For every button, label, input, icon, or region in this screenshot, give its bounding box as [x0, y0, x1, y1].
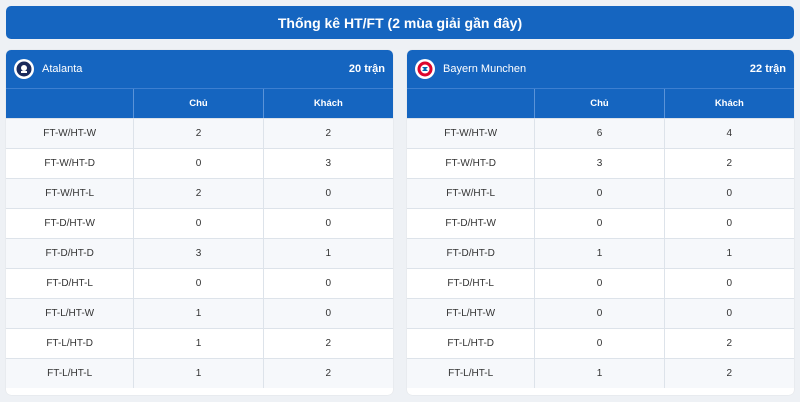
- row-label: FT-W/HT-W: [444, 128, 498, 139]
- away-value: 2: [262, 329, 393, 358]
- stats-table: FT-W/HT-W 6 4 FT-W/HT-D 3 2 FT-W/HT-L 0 0 FT-D/HT…: [407, 118, 794, 388]
- team-name: Bayern Munchen: [443, 63, 527, 75]
- column-away: Khách: [262, 89, 393, 118]
- row-label: FT-W/HT-L: [446, 188, 496, 199]
- away-value: 2: [663, 329, 794, 358]
- row-label: FT-L/HT-D: [46, 338, 93, 349]
- row-label: FT-D/HT-W: [445, 218, 496, 229]
- row-label: FT-L/HT-W: [45, 308, 95, 319]
- home-value: 0: [133, 269, 262, 298]
- table-row: FT-D/HT-D 3 1: [6, 238, 393, 268]
- away-value: 0: [262, 179, 393, 208]
- match-count: 22 trận: [749, 63, 786, 75]
- home-value: 2: [133, 119, 262, 148]
- table-row: FT-D/HT-L 0 0: [407, 268, 794, 298]
- column-header: Chủ Khách: [6, 88, 393, 118]
- table-row: FT-D/HT-L 0 0: [6, 268, 393, 298]
- table-row: FT-L/HT-D 1 2: [6, 328, 393, 358]
- table-row: FT-D/HT-W 0 0: [407, 208, 794, 238]
- table-row: FT-D/HT-D 1 1: [407, 238, 794, 268]
- team-panel-bayern: Bayern Munchen 22 trận Chủ Khách FT-W/HT…: [407, 50, 794, 395]
- away-value: 3: [262, 149, 393, 178]
- home-value: 3: [534, 149, 663, 178]
- row-label: FT-D/HT-D: [446, 248, 495, 259]
- team-panel-atalanta: Atalanta 20 trận Chủ Khách FT-W/HT-W 2 2 FT…: [6, 50, 393, 395]
- away-value: 0: [663, 299, 794, 328]
- team-header: Bayern Munchen 22 trận: [407, 50, 794, 88]
- away-value: 2: [262, 359, 393, 388]
- table-row: FT-L/HT-D 0 2: [407, 328, 794, 358]
- home-value: 2: [133, 179, 262, 208]
- row-label: FT-L/HT-L: [448, 368, 494, 379]
- table-row: FT-W/HT-D 3 2: [407, 148, 794, 178]
- table-row: FT-D/HT-W 0 0: [6, 208, 393, 238]
- row-label: FT-L/HT-W: [446, 308, 496, 319]
- table-row: FT-W/HT-L 0 0: [407, 178, 794, 208]
- row-label: FT-D/HT-L: [46, 278, 93, 289]
- away-value: 0: [663, 269, 794, 298]
- home-value: 3: [133, 239, 262, 268]
- row-label: FT-W/HT-D: [445, 158, 496, 169]
- stats-table: FT-W/HT-W 2 2 FT-W/HT-D 0 3 FT-W/HT-L 2 0 FT-D/HT…: [6, 118, 393, 388]
- table-row: FT-W/HT-D 0 3: [6, 148, 393, 178]
- home-value: 0: [534, 299, 663, 328]
- atalanta-logo-icon: [14, 59, 34, 79]
- team-name: Atalanta: [42, 63, 83, 75]
- away-value: 1: [663, 239, 794, 268]
- away-value: 1: [262, 239, 393, 268]
- home-value: 1: [133, 359, 262, 388]
- row-label: FT-D/HT-L: [447, 278, 494, 289]
- home-value: 1: [534, 239, 663, 268]
- away-value: 2: [262, 119, 393, 148]
- away-value: 2: [663, 149, 794, 178]
- home-value: 1: [534, 359, 663, 388]
- row-label: FT-W/HT-W: [43, 128, 97, 139]
- table-row: FT-L/HT-W 0 0: [407, 298, 794, 328]
- home-value: 0: [534, 329, 663, 358]
- home-value: 0: [133, 209, 262, 238]
- column-header: Chủ Khách: [407, 88, 794, 118]
- away-value: 4: [663, 119, 794, 148]
- column-label: [6, 89, 133, 118]
- table-row: FT-L/HT-L 1 2: [407, 358, 794, 388]
- team-header: Atalanta 20 trận: [6, 50, 393, 88]
- away-value: 0: [262, 299, 393, 328]
- column-label: [407, 89, 534, 118]
- page-title: Thống kê HT/FT (2 mùa giải gần đây): [6, 6, 794, 39]
- column-home: Chủ: [534, 89, 663, 118]
- home-value: 1: [133, 329, 262, 358]
- away-value: 0: [663, 179, 794, 208]
- table-row: FT-W/HT-L 2 0: [6, 178, 393, 208]
- home-value: 0: [133, 149, 262, 178]
- home-value: 6: [534, 119, 663, 148]
- column-away: Khách: [663, 89, 794, 118]
- home-value: 0: [534, 179, 663, 208]
- bayern-logo-icon: [415, 59, 435, 79]
- away-value: 2: [663, 359, 794, 388]
- home-value: 0: [534, 269, 663, 298]
- row-label: FT-D/HT-D: [45, 248, 94, 259]
- match-count: 20 trận: [348, 63, 385, 75]
- away-value: 0: [262, 209, 393, 238]
- away-value: 0: [663, 209, 794, 238]
- row-label: FT-L/HT-D: [447, 338, 494, 349]
- row-label: FT-D/HT-W: [44, 218, 95, 229]
- column-home: Chủ: [133, 89, 262, 118]
- table-row: FT-L/HT-W 1 0: [6, 298, 393, 328]
- row-label: FT-W/HT-D: [44, 158, 95, 169]
- row-label: FT-L/HT-L: [47, 368, 93, 379]
- table-row: FT-W/HT-W 6 4: [407, 118, 794, 148]
- away-value: 0: [262, 269, 393, 298]
- home-value: 1: [133, 299, 262, 328]
- row-label: FT-W/HT-L: [45, 188, 95, 199]
- table-row: FT-W/HT-W 2 2: [6, 118, 393, 148]
- table-row: FT-L/HT-L 1 2: [6, 358, 393, 388]
- home-value: 0: [534, 209, 663, 238]
